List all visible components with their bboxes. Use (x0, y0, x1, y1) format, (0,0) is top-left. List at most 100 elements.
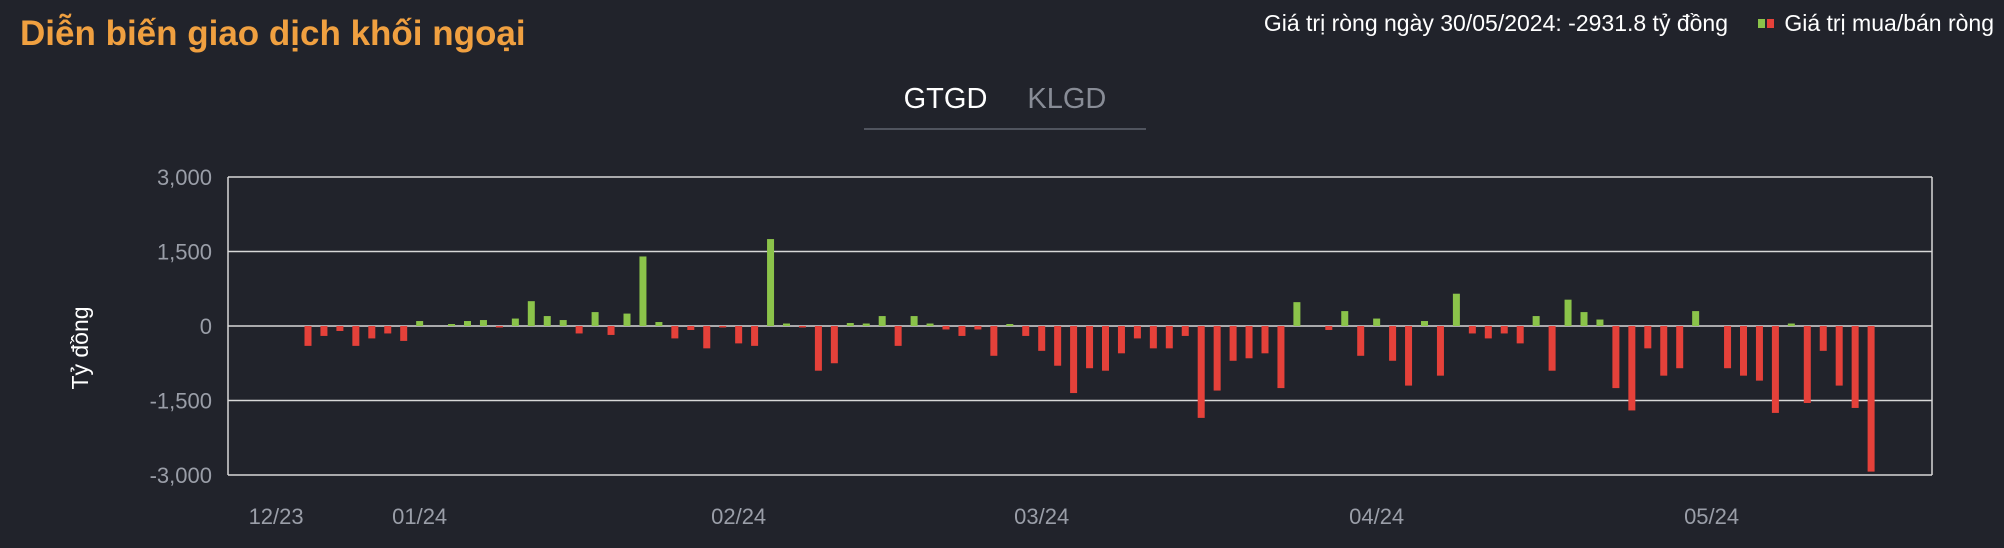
bar[interactable] (1117, 326, 1125, 354)
bar[interactable] (1628, 326, 1636, 411)
bar[interactable] (1516, 326, 1524, 344)
bar[interactable] (1054, 326, 1062, 366)
bar[interactable] (464, 321, 471, 326)
bar[interactable] (352, 326, 360, 346)
bar[interactable] (1740, 326, 1747, 376)
bar[interactable] (974, 326, 982, 330)
bar[interactable] (1612, 326, 1620, 389)
bar[interactable] (1835, 326, 1843, 386)
bar[interactable] (607, 326, 615, 335)
bar[interactable] (559, 320, 567, 326)
bar[interactable] (400, 326, 408, 341)
bar[interactable] (1421, 321, 1428, 326)
bar[interactable] (1452, 293, 1460, 326)
bar[interactable] (304, 326, 312, 346)
bar[interactable] (511, 318, 519, 326)
y-axis-ticks: 3,000 1,500 0 -1,500 -3,000 (150, 165, 212, 488)
bar[interactable] (1564, 299, 1572, 326)
bar[interactable] (1325, 326, 1333, 330)
bar[interactable] (1851, 326, 1859, 408)
bar[interactable] (671, 326, 679, 339)
bar[interactable] (479, 320, 487, 326)
bar[interactable] (1133, 326, 1141, 339)
bar[interactable] (495, 326, 503, 328)
bar[interactable] (1692, 311, 1700, 326)
bar[interactable] (783, 323, 790, 326)
bar[interactable] (1596, 319, 1604, 326)
bar[interactable] (1181, 326, 1189, 336)
bar[interactable] (1660, 326, 1668, 376)
bar[interactable] (1405, 326, 1413, 386)
bar[interactable] (1532, 316, 1540, 326)
bar[interactable] (830, 326, 838, 364)
bar[interactable] (575, 326, 583, 334)
bar[interactable] (1580, 312, 1588, 326)
bar[interactable] (384, 326, 392, 334)
bar[interactable] (1436, 326, 1444, 376)
bar[interactable] (1787, 323, 1795, 326)
bar[interactable] (1293, 302, 1301, 326)
bar[interactable] (1229, 326, 1237, 361)
bar[interactable] (1006, 324, 1014, 326)
tab-gtgd[interactable]: GTGD (903, 83, 988, 115)
bar[interactable] (958, 326, 966, 336)
bar[interactable] (703, 326, 711, 349)
bar[interactable] (751, 326, 759, 346)
bar[interactable] (623, 313, 631, 326)
bar[interactable] (543, 316, 551, 326)
bar[interactable] (926, 323, 934, 326)
bar[interactable] (1500, 326, 1508, 334)
bar[interactable] (1149, 326, 1157, 349)
bar[interactable] (1676, 326, 1684, 369)
bar[interactable] (1341, 311, 1349, 326)
bar[interactable] (1373, 318, 1381, 326)
bar[interactable] (416, 321, 424, 326)
bar[interactable] (719, 326, 727, 328)
bar[interactable] (1038, 326, 1046, 351)
bar[interactable] (368, 326, 376, 339)
bar[interactable] (1771, 326, 1779, 413)
bar[interactable] (1245, 326, 1253, 359)
bar[interactable] (448, 324, 456, 326)
bar[interactable] (735, 326, 743, 344)
bar[interactable] (1070, 326, 1078, 394)
bar[interactable] (910, 316, 918, 326)
bar[interactable] (1086, 326, 1094, 369)
bar[interactable] (1724, 326, 1732, 369)
bar[interactable] (1803, 326, 1811, 403)
bar[interactable] (846, 323, 854, 326)
bar[interactable] (1197, 326, 1205, 418)
bar[interactable] (814, 326, 822, 371)
bar[interactable] (1389, 326, 1397, 361)
bar[interactable] (320, 326, 328, 336)
bar[interactable] (527, 301, 535, 326)
bar[interactable] (1022, 326, 1030, 336)
bar[interactable] (639, 256, 647, 326)
bar[interactable] (655, 322, 663, 326)
bar[interactable] (990, 326, 998, 356)
tab-klgd[interactable]: KLGD (1027, 83, 1107, 115)
bar[interactable] (1165, 326, 1173, 349)
bar[interactable] (1213, 326, 1221, 391)
bar[interactable] (336, 326, 344, 331)
bar[interactable] (1755, 326, 1763, 381)
bar[interactable] (767, 239, 775, 326)
bar[interactable] (894, 326, 902, 346)
bar[interactable] (1357, 326, 1365, 356)
bar[interactable] (798, 326, 806, 328)
bar[interactable] (862, 323, 870, 326)
bar[interactable] (1484, 326, 1492, 339)
bar[interactable] (878, 316, 886, 326)
bar[interactable] (942, 326, 950, 330)
bar[interactable] (1102, 326, 1109, 371)
bar[interactable] (687, 326, 695, 330)
bar[interactable] (1819, 326, 1827, 351)
bar[interactable] (1644, 326, 1652, 349)
bar[interactable] (1277, 326, 1285, 389)
legend-swatch (1758, 19, 1775, 28)
bar[interactable] (1548, 326, 1556, 371)
bar[interactable] (591, 312, 599, 326)
bar[interactable] (1261, 326, 1269, 354)
bar[interactable] (1468, 326, 1476, 334)
bar[interactable] (1867, 326, 1875, 472)
